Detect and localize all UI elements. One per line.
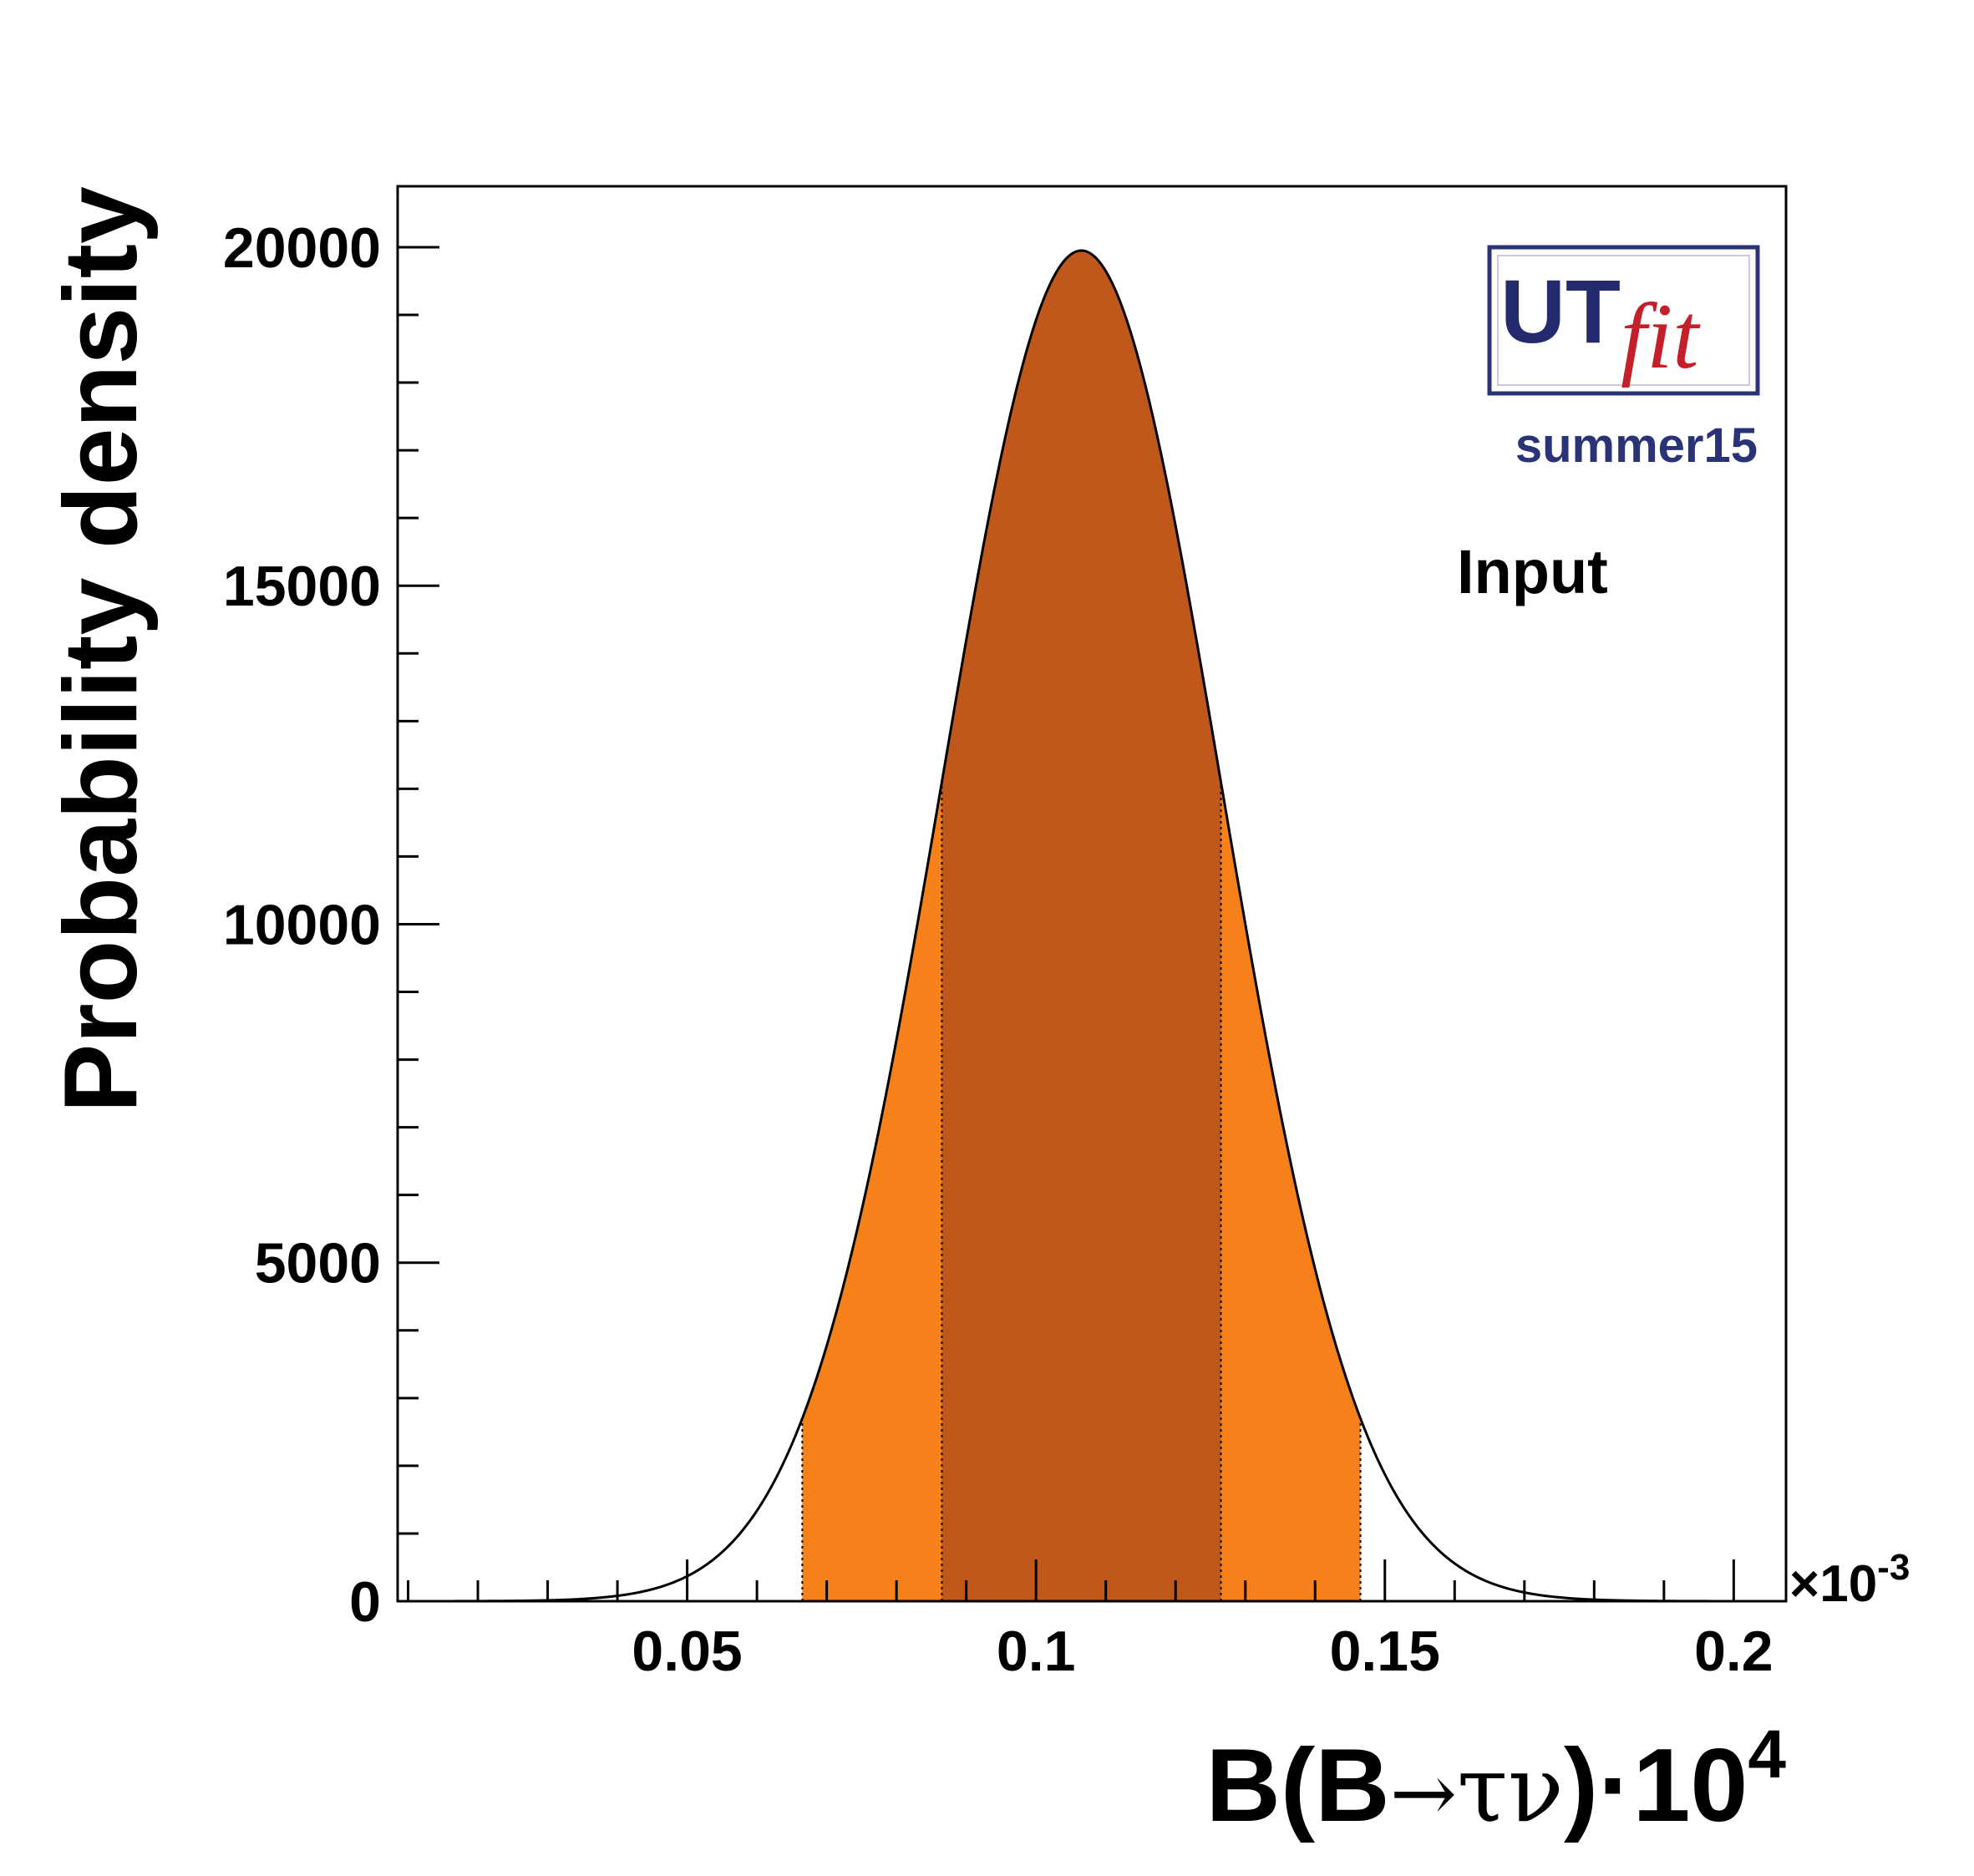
edition-label: summer15 bbox=[1515, 418, 1758, 473]
x-axis-ticks: 0.05 0.1 0.15 0.2 bbox=[407, 1559, 1774, 1683]
x-multiplier-base: ×10 bbox=[1789, 1555, 1877, 1613]
utfit-logo-ut: UT bbox=[1500, 261, 1621, 362]
x-tick-label: 0.15 bbox=[1330, 1620, 1440, 1683]
x-axis-multiplier: ×10-3 bbox=[1789, 1547, 1910, 1613]
x-multiplier-exponent: -3 bbox=[1877, 1547, 1910, 1588]
utfit-logo-frame bbox=[1487, 245, 1760, 396]
utfit-logo: UT fit bbox=[1487, 245, 1760, 396]
x-axis-title-arrow: → bbox=[1390, 1747, 1457, 1840]
x-axis-title-greek: τν bbox=[1457, 1736, 1564, 1843]
y-tick-label: 10000 bbox=[223, 893, 381, 956]
y-tick-label: 15000 bbox=[223, 555, 381, 618]
y-axis-title: Probability density bbox=[43, 186, 159, 1113]
x-tick-label: 0.1 bbox=[997, 1620, 1076, 1683]
y-axis-ticks: 0 5000 10000 15000 20000 bbox=[223, 216, 439, 1634]
x-tick-label: 0.05 bbox=[632, 1620, 742, 1683]
x-axis-title: B(B→τν)·104 bbox=[1205, 1716, 1786, 1843]
y-tick-label: 5000 bbox=[255, 1232, 381, 1295]
utfit-logo-inner-frame bbox=[1497, 255, 1750, 386]
interval-divider-lines bbox=[801, 782, 1362, 1601]
x-tick-label: 0.2 bbox=[1694, 1620, 1774, 1683]
x-axis-title-tail: )·10 bbox=[1564, 1728, 1748, 1843]
y-tick-label: 0 bbox=[349, 1570, 381, 1634]
band-68-percent bbox=[941, 251, 1221, 1601]
utfit-logo-fit: fit bbox=[1621, 285, 1701, 388]
y-tick-label: 20000 bbox=[223, 216, 381, 280]
x-axis-title-exponent: 4 bbox=[1748, 1716, 1786, 1792]
credible-interval-bands bbox=[802, 251, 1361, 1601]
x-axis-title-main: B(B bbox=[1205, 1728, 1389, 1843]
density-curve bbox=[398, 249, 1787, 1603]
plot-frame bbox=[396, 185, 1788, 1603]
input-label: Input bbox=[1457, 537, 1608, 606]
